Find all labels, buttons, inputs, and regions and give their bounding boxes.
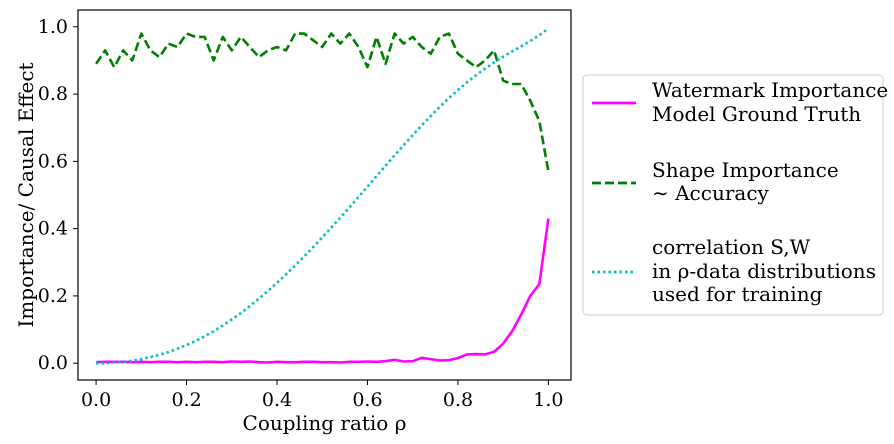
legend-label-shape-line2: ∼ Accuracy <box>652 181 770 205</box>
y-tick-label: 0.2 <box>38 285 68 307</box>
x-tick-label: 0.6 <box>352 389 382 411</box>
y-axis: 0.0 0.2 0.4 0.6 0.8 1.0 <box>38 16 78 374</box>
plot-area <box>95 27 550 365</box>
legend-label-shape-line1: Shape Importance <box>652 158 839 182</box>
x-axis: 0.0 0.2 0.4 0.6 0.8 1.0 <box>81 380 563 411</box>
plot-frame <box>77 9 572 381</box>
x-axis-label: Coupling ratio ρ <box>243 411 407 435</box>
x-tick-label: 0.0 <box>81 389 111 411</box>
legend-label-watermark-line1: Watermark Importance <box>652 78 888 102</box>
legend: Watermark Importance Model Ground Truth … <box>582 74 888 316</box>
legend-label-watermark-line2: Model Ground Truth <box>652 102 861 126</box>
x-tick-label: 1.0 <box>533 389 563 411</box>
x-tick-label: 0.2 <box>171 389 201 411</box>
series-shape-importance <box>95 32 550 172</box>
x-tick-label: 0.8 <box>443 389 473 411</box>
series-watermark-importance <box>96 218 550 364</box>
y-axis-label: Importance/ Causal Effect <box>14 62 38 327</box>
legend-label-correlation-line1: correlation S,W <box>652 235 811 259</box>
legend-label-correlation-line2: in ρ-data distributions <box>652 259 876 283</box>
legend-frame <box>582 74 884 316</box>
legend-label-correlation-line3: used for training <box>652 282 823 306</box>
y-tick-label: 0.8 <box>38 83 68 105</box>
series-correlation <box>96 27 550 365</box>
y-tick-label: 0.6 <box>38 150 68 172</box>
y-tick-label: 0.0 <box>38 352 68 374</box>
y-tick-label: 1.0 <box>38 16 68 38</box>
y-tick-label: 0.4 <box>38 218 68 240</box>
x-tick-label: 0.4 <box>262 389 292 411</box>
